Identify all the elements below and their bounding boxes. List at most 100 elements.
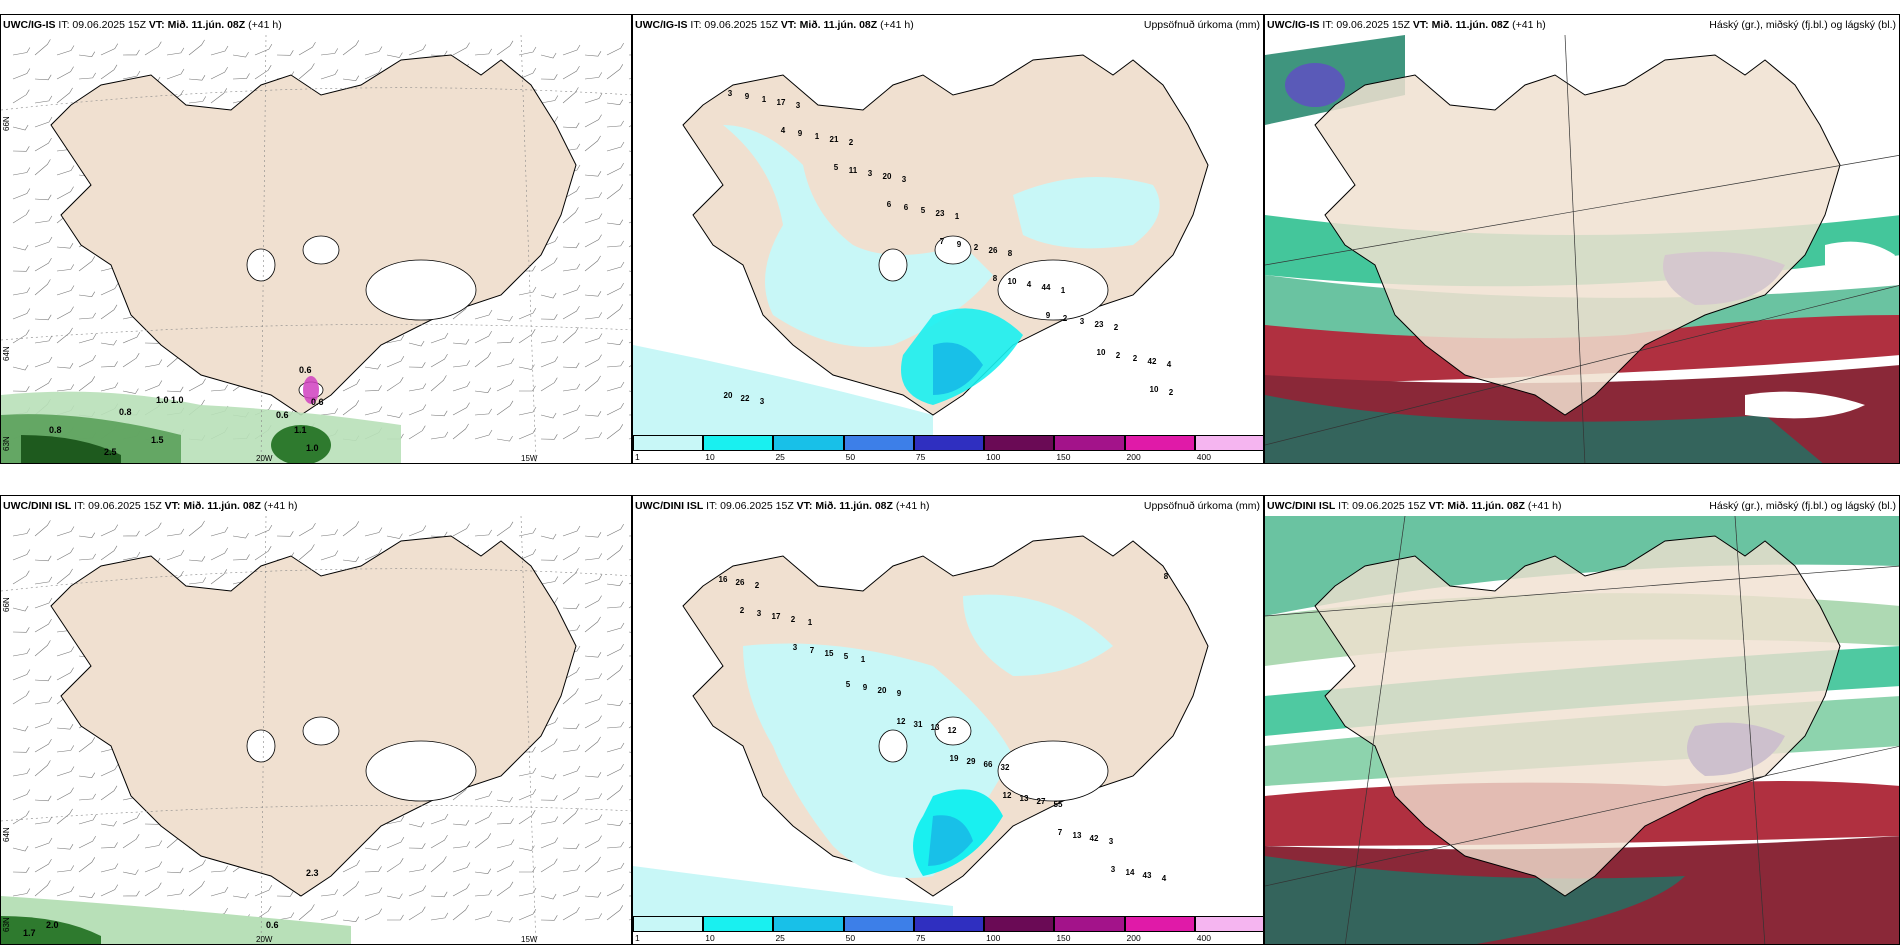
wind-barb: [540, 95, 559, 104]
wind-barb: [386, 533, 403, 539]
wind-barb: [386, 52, 403, 58]
wind-barb: [166, 528, 185, 537]
wind-barb: [56, 306, 74, 320]
precip-value: 9: [897, 689, 902, 698]
precip-value: 14: [1126, 868, 1135, 877]
precip-value: 3: [796, 101, 801, 110]
wind-barb: [584, 736, 601, 753]
wind-barb: [540, 773, 557, 780]
wind-barb: [12, 68, 31, 80]
wind-barb: [12, 386, 30, 392]
colorbar-tick-label: 10: [705, 933, 715, 943]
lat-label-66: 66N: [2, 116, 11, 131]
wind-barb: [232, 532, 249, 539]
wind-barb: [584, 772, 602, 778]
wind-barb: [34, 696, 53, 705]
wind-barb: [518, 46, 537, 56]
lat-label-64: 64N: [2, 827, 11, 842]
wind-barb: [518, 329, 536, 344]
precip-value: 4: [1027, 280, 1032, 289]
panel-title: Uppsöfnuð úrkoma (mm): [1143, 19, 1260, 31]
wind-barb: [100, 820, 117, 827]
wind-barb: [34, 858, 52, 873]
iceland-land: [1314, 54, 1841, 416]
precip-value: 9: [1046, 311, 1051, 320]
wind-barb: [606, 304, 624, 320]
precip-value: 3: [1080, 317, 1085, 326]
wind-barb: [606, 360, 624, 368]
precip-value: 13: [1073, 831, 1082, 840]
wind-barb: [100, 524, 119, 537]
wind-barb: [34, 597, 53, 609]
wind-barb: [320, 550, 339, 561]
wind-barb: [584, 114, 602, 128]
wind-barb: [342, 400, 360, 416]
wind-barb: [606, 721, 624, 729]
precip-value: 3: [868, 169, 873, 178]
wind-barb: [496, 818, 514, 825]
wind-barb: [34, 520, 51, 537]
wind-barb: [584, 411, 602, 417]
wind-barb: [56, 526, 75, 537]
wind-barb: [430, 856, 447, 873]
wind-barb: [12, 89, 30, 104]
wind-barb: [606, 700, 624, 707]
panel-clouds-igis: UWC/IG-IS IT: 09.06.2025 15Z VT: Mið. 11…: [1264, 14, 1900, 464]
precip-value: 12: [948, 726, 957, 735]
lat-label-63: 63N: [2, 436, 11, 451]
precip-value: 26: [989, 246, 998, 255]
wind-barb: [166, 68, 185, 80]
wind-values: 0.6 0.8 0.8 1.0 1.0 0.6 1.1 1.0 2.5 1.5 …: [49, 365, 324, 457]
wind-barb: [562, 786, 580, 801]
panel-clouds-dini: UWC/DINI ISL IT: 09.06.2025 15Z VT: Mið.…: [1264, 495, 1900, 945]
panel-header: UWC/IG-IS IT: 09.06.2025 15Z VT: Mið. 11…: [3, 19, 282, 31]
wind-barb: [56, 384, 75, 392]
wind-barb: [496, 40, 514, 56]
wind-barb: [210, 547, 228, 561]
wind-barb: [342, 40, 360, 56]
precip-value: 20: [878, 686, 887, 695]
wind-barb: [518, 385, 536, 392]
wind-barb: [584, 255, 601, 272]
wind-barb: [232, 892, 249, 899]
wind-barb: [496, 796, 513, 803]
wind-barb: [430, 891, 448, 898]
wind-barb: [540, 434, 558, 440]
wind-barb: [540, 412, 557, 419]
wind-barb: [100, 304, 118, 320]
wind-barb: [562, 723, 580, 730]
wind-barb: [430, 834, 448, 849]
wind-barb: [452, 862, 471, 873]
colorbar-swatch: [1194, 916, 1263, 932]
precip-value: 8: [1164, 572, 1169, 581]
precip-colorbar: 1 10 25 50 75 100 150 200 400: [633, 916, 1263, 944]
wind-barb: [34, 738, 52, 753]
precip-value: 2: [791, 615, 796, 624]
wind-barb: [56, 787, 74, 801]
wind-barb: [188, 859, 206, 873]
wind-barb: [254, 65, 272, 80]
svg-text:1.7: 1.7: [23, 928, 36, 938]
wind-barb: [474, 868, 492, 875]
colorbar-tick-label: 75: [915, 933, 926, 943]
wind-barb: [408, 340, 425, 347]
wind-barb: [12, 266, 30, 272]
wind-barb: [100, 764, 119, 777]
colorbar-swatch: [1054, 435, 1125, 451]
colorbar-swatch: [703, 916, 774, 932]
wind-barb: [188, 96, 207, 104]
wind-barb: [408, 44, 427, 56]
wind-barb: [56, 568, 73, 585]
wind-barb: [452, 339, 470, 345]
wind-barb: [78, 814, 97, 825]
precip-value: 10: [1097, 348, 1106, 357]
wind-barb: [474, 889, 492, 897]
wind-barb: [100, 64, 118, 80]
wind-barb: [562, 525, 581, 537]
wind-barb: [606, 763, 624, 777]
precip-value: 1: [815, 132, 820, 141]
wind-barb: [34, 837, 53, 849]
wind-barb: [518, 845, 535, 851]
colorbar-tick-label: 400: [1196, 452, 1211, 462]
precip-value: 1: [1061, 286, 1066, 295]
